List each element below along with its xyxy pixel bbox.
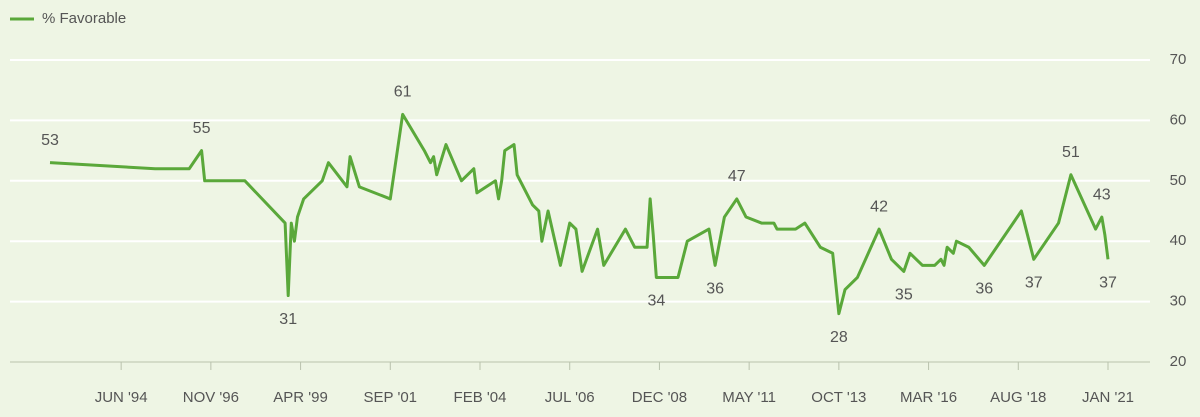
x-tick-label: AUG '18 <box>990 389 1046 406</box>
y-tick-label: 40 <box>1170 232 1187 249</box>
data-label: 53 <box>41 132 59 149</box>
legend-label: % Favorable <box>42 10 126 27</box>
data-label: 61 <box>394 84 412 101</box>
data-label: 34 <box>647 293 665 310</box>
data-line <box>49 112 1110 316</box>
data-label: 42 <box>870 198 888 215</box>
data-label: 55 <box>193 120 211 137</box>
y-tick-label: 70 <box>1170 51 1187 68</box>
x-tick-label: FEB '04 <box>454 389 507 406</box>
x-tick-label: JAN '21 <box>1082 389 1134 406</box>
x-tick-label: SEP '01 <box>364 389 417 406</box>
data-label: 36 <box>706 281 724 298</box>
data-label: 43 <box>1093 186 1111 203</box>
y-tick-label: 30 <box>1170 293 1187 310</box>
x-tick-label: MAY '11 <box>722 389 776 406</box>
data-label: 31 <box>279 311 297 328</box>
x-tick-label: DEC '08 <box>632 389 687 406</box>
y-tick-label: 50 <box>1170 172 1187 189</box>
x-tick-label: OCT '13 <box>811 389 866 406</box>
x-tick-label: MAR '16 <box>900 389 957 406</box>
x-tick-label: JUL '06 <box>545 389 595 406</box>
x-tick-label: NOV '96 <box>183 389 239 406</box>
y-tick-label: 60 <box>1170 111 1187 128</box>
data-label: 36 <box>975 281 993 298</box>
data-label: 51 <box>1062 144 1080 161</box>
data-label: 47 <box>728 168 746 185</box>
x-tick-label: APR '99 <box>273 389 328 406</box>
data-label: 37 <box>1025 275 1043 292</box>
data-label: 37 <box>1099 275 1117 292</box>
data-label: 35 <box>895 287 913 304</box>
y-tick-label: 20 <box>1170 353 1187 370</box>
data-label: 28 <box>830 329 848 346</box>
x-tick-label: JUN '94 <box>95 389 148 406</box>
